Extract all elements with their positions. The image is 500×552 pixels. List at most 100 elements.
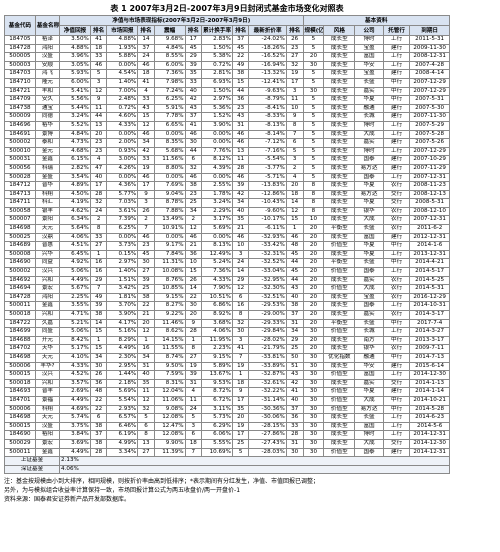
- header-cell: 最新折价率: [248, 25, 287, 36]
- table-cell: 5.16%: [106, 327, 139, 337]
- table-cell: 交行: [382, 198, 411, 208]
- table-row: 184728 鸿阳 4.88% 18 1.93% 37 4.84% 45 1.50% 45 -18.…: [4, 43, 450, 54]
- table-cell: 7: [89, 284, 108, 294]
- table-cell: 鸿飞: [34, 69, 61, 79]
- table-cell: 8: [302, 198, 325, 208]
- table-cell: 500028: [4, 172, 36, 183]
- table-cell: 184691: [4, 129, 36, 140]
- table-cell: 11.46%: [153, 318, 186, 329]
- table-cell: 11: [231, 155, 250, 165]
- table-cell: 9: [89, 95, 108, 105]
- table-cell: 28: [184, 327, 203, 337]
- table-cell: 6.00%: [153, 60, 186, 71]
- table-cell: 建行: [382, 232, 411, 243]
- table-cell: 25: [231, 438, 250, 449]
- table-cell: 景福: [34, 395, 61, 406]
- table-cell: 41: [231, 344, 250, 354]
- table-cell: -21.79%: [248, 344, 287, 354]
- table-cell: 42: [137, 146, 155, 157]
- table-cell: 3: [137, 198, 155, 208]
- table-cell: 3.90%: [106, 310, 139, 320]
- table-cell: 8.76%: [153, 275, 186, 286]
- table-cell: 184712: [4, 181, 36, 191]
- table-cell: 华夏: [354, 198, 384, 208]
- table-cell: 45: [231, 43, 250, 54]
- table-cell: 500015: [4, 421, 36, 432]
- table-cell: 金盛: [34, 172, 61, 183]
- table-cell: 宝盈: [354, 43, 384, 54]
- table-cell: 8.31%: [153, 378, 186, 389]
- table-cell: 10.69%: [201, 447, 233, 458]
- table-cell: 7.59%: [153, 370, 186, 380]
- table-cell: 4.89%: [59, 181, 91, 191]
- table-cell: 500025: [4, 232, 36, 243]
- notes: 注：基金按规模由小到大排序，相同规模，则按折价率由高到低排序；*表示期间有分红发…: [4, 477, 450, 504]
- table-cell: 46: [231, 138, 250, 148]
- table-cell: 10.91%: [153, 224, 186, 234]
- table-cell: 23: [137, 241, 155, 251]
- table-cell: 工行: [382, 60, 411, 71]
- table-cell: 5: [302, 69, 325, 79]
- table-cell: 华夏: [354, 249, 384, 260]
- table-cell: 36: [89, 378, 108, 389]
- table-cell: 5: [302, 43, 325, 54]
- table-cell: 工行: [382, 52, 411, 62]
- table-cell: 6.46%: [106, 421, 139, 432]
- table-cell: 500003: [4, 60, 36, 71]
- table-cell: 3.84%: [59, 430, 91, 440]
- table-cell: 8.27%: [153, 301, 186, 311]
- table-cell: 5: [302, 103, 325, 114]
- table-cell: 40: [285, 292, 304, 303]
- table-cell: 博时: [354, 35, 384, 45]
- table-cell: 10.08%: [153, 267, 186, 277]
- table-cell: -30.06%: [248, 413, 287, 423]
- table-cell: 大成: [354, 438, 384, 449]
- table-cell: 1.93%: [106, 43, 139, 54]
- table-cell: 博时: [354, 120, 384, 131]
- table-cell: 28: [89, 447, 108, 458]
- table-cell: 18: [184, 438, 203, 449]
- table-cell: 2014-5-31: [409, 284, 450, 294]
- table-cell: 价值型: [323, 284, 356, 294]
- table-row: 184694 景宏 5.67% 7 3.42% 25 10.85% 14 7.90% 12 -32.…: [4, 284, 450, 294]
- table-cell: 成长型: [323, 181, 356, 191]
- table-cell: 30: [302, 404, 325, 415]
- table-cell: 8: [137, 430, 155, 440]
- table-cell: 华夏: [354, 95, 384, 105]
- table-cell: 10.85%: [153, 284, 186, 294]
- table-cell: 成长型: [323, 413, 356, 423]
- table-cell: 2007-5-29: [409, 120, 450, 131]
- table-cell: 3.54%: [59, 172, 91, 183]
- table-cell: 同盛: [34, 327, 61, 337]
- table-cell: 成长型: [323, 86, 356, 97]
- table-cell: 农行: [382, 292, 411, 303]
- table-cell: 39: [89, 301, 108, 311]
- table-cell: 11.06%: [153, 395, 186, 406]
- table-cell: -24.02%: [248, 35, 287, 45]
- table-cell: 20: [302, 318, 325, 329]
- table-cell: 农行: [382, 310, 411, 320]
- table-cell: 44: [184, 146, 203, 157]
- table-cell: 39: [137, 275, 155, 286]
- table-cell: 20: [302, 275, 325, 286]
- table-cell: 宝盈: [354, 69, 384, 79]
- table-cell: 2009-11-30: [409, 43, 450, 54]
- table-cell: 4.49%: [106, 344, 139, 354]
- table-cell: 长盛: [354, 318, 384, 329]
- table-cell: 裕阳: [34, 430, 61, 440]
- table-cell: 5.44%: [59, 103, 91, 114]
- table-cell: 51: [285, 361, 304, 372]
- table-row: 500010 金元 4.68% 23 0.93% 42 5.68% 44 7.76% 13 -7.1…: [4, 146, 450, 157]
- table-cell: 2017-7-4: [409, 318, 450, 329]
- header-group: 净值与市场表现指标(2007年3月2日-2007年3月9日): [59, 15, 304, 26]
- table-cell: 裕泽: [34, 35, 61, 45]
- table-cell: 38: [89, 421, 108, 432]
- table-cell: 工行: [382, 120, 411, 131]
- table-cell: 46: [137, 60, 155, 71]
- table-cell: 0.15%: [106, 249, 139, 260]
- table-cell: 5.74%: [59, 413, 91, 423]
- table-cell: -8.41%: [248, 103, 287, 114]
- table-cell: 7: [231, 352, 250, 363]
- table-cell: 成长型: [323, 120, 356, 131]
- table-cell: -5.54%: [248, 155, 287, 165]
